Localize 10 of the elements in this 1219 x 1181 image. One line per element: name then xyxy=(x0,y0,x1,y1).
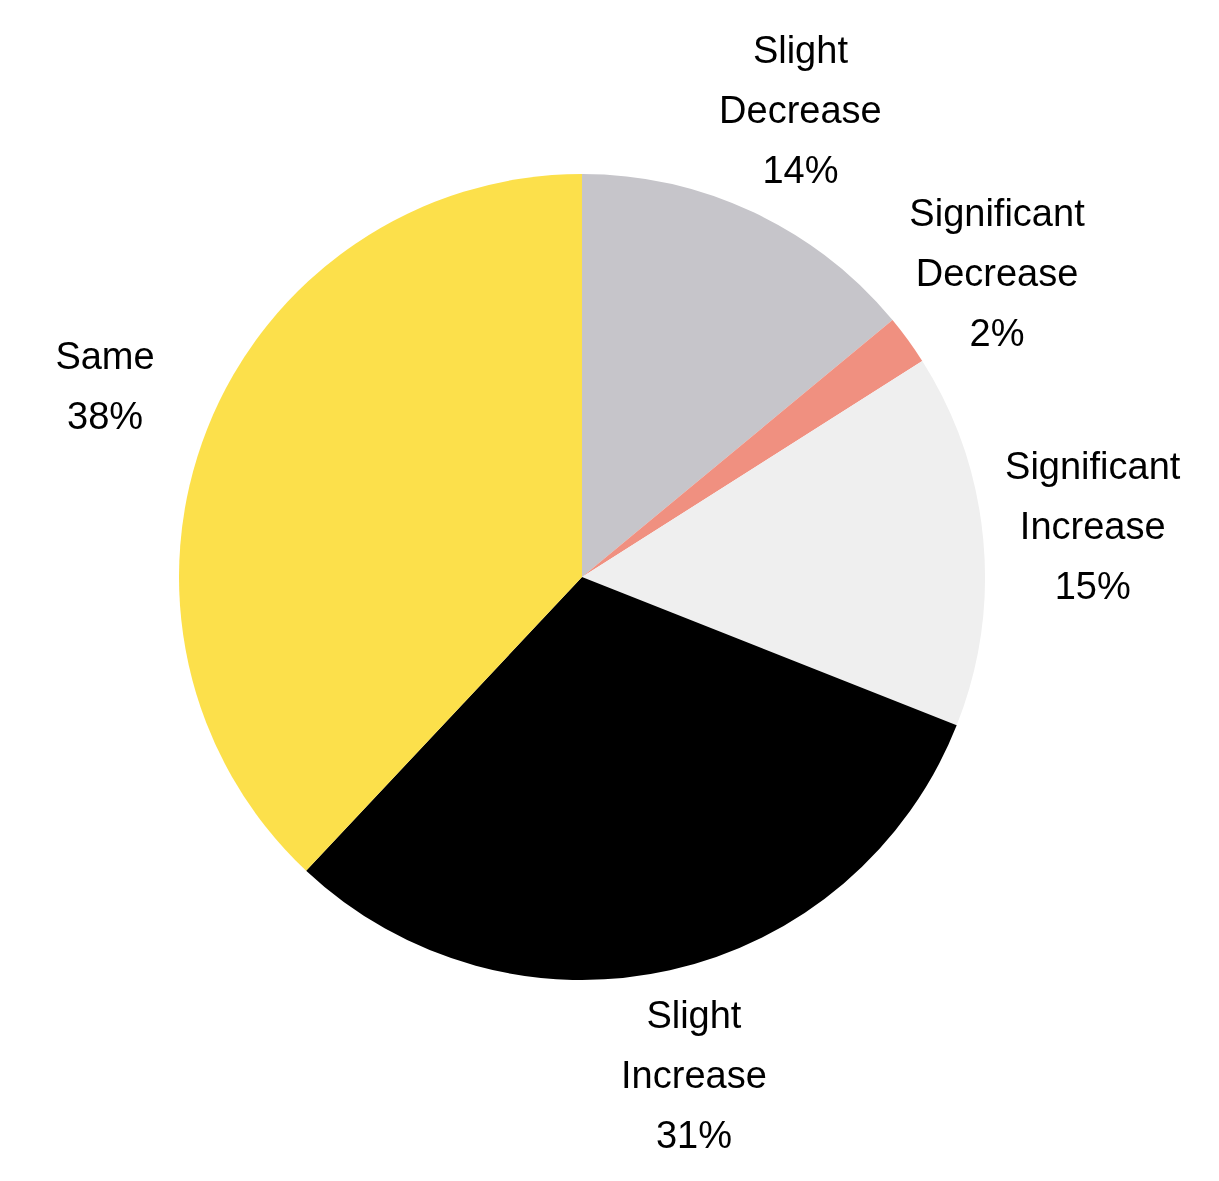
slice-label: Significant Increase xyxy=(1005,445,1181,548)
data-label: 15% xyxy=(1054,565,1131,608)
data-label: 38% xyxy=(66,394,144,437)
slice-label: Same xyxy=(55,334,155,377)
data-label: 14% xyxy=(762,149,839,192)
slice-label: Slight Decrease xyxy=(719,29,882,132)
slice-label: Slight Increase xyxy=(621,994,767,1097)
data-label: 31% xyxy=(655,1114,732,1157)
data-label: 2% xyxy=(969,311,1025,354)
slice-label: Significant Decrease xyxy=(909,191,1086,294)
